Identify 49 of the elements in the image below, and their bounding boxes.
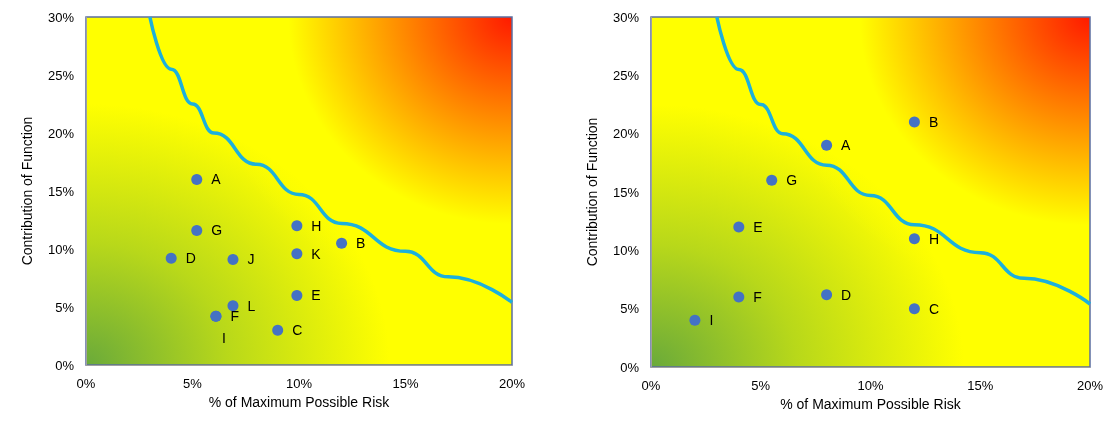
data-label: F xyxy=(753,289,762,305)
x-tick-label: 0% xyxy=(641,378,661,393)
x-tick-label: 15% xyxy=(392,376,419,391)
y-tick-label: 15% xyxy=(47,183,75,199)
y-tick-label: 30% xyxy=(612,9,640,25)
data-label: A xyxy=(841,137,852,154)
data-label: L xyxy=(247,297,256,314)
y-tick-label: 0% xyxy=(55,357,75,373)
y-tick-label: 25% xyxy=(612,67,640,83)
data-label: G xyxy=(786,172,798,189)
data-label: I xyxy=(221,329,226,346)
y-tick-label: 30% xyxy=(47,9,75,25)
data-label: E xyxy=(753,219,763,235)
y-tick-label: 10% xyxy=(47,241,75,257)
x-axis-title: % of Maximum Possible Risk xyxy=(780,396,962,412)
y-axis-title: Contribution of Function xyxy=(584,117,600,267)
data-label: I xyxy=(709,312,714,329)
y-tick-label: 20% xyxy=(47,125,75,141)
y-tick-label: 20% xyxy=(612,126,640,142)
data-label: F xyxy=(230,308,239,325)
data-label: G xyxy=(211,222,223,239)
data-label: A xyxy=(211,171,222,188)
data-label: H xyxy=(928,230,940,247)
data-label: B xyxy=(928,114,939,130)
x-tick-label: 15% xyxy=(967,378,994,393)
data-label: C xyxy=(292,322,303,339)
data-label: J xyxy=(247,251,255,268)
y-tick-label: 5% xyxy=(620,301,640,317)
x-tick-label: 10% xyxy=(857,378,884,393)
data-label: D xyxy=(185,250,196,267)
y-tick-label: 0% xyxy=(620,359,640,375)
x-tick-label: 5% xyxy=(751,378,771,393)
data-label: C xyxy=(928,300,940,317)
data-label: E xyxy=(311,287,321,304)
data-label: H xyxy=(311,217,322,234)
x-tick-label: 20% xyxy=(498,376,526,391)
x-tick-label: 20% xyxy=(1076,378,1104,393)
data-label: D xyxy=(841,286,852,303)
y-axis-title: Contribution of Function xyxy=(19,116,35,266)
y-tick-label: 5% xyxy=(55,299,75,315)
x-tick-label: 0% xyxy=(76,376,96,391)
x-tick-label: 5% xyxy=(183,376,203,391)
y-tick-label: 10% xyxy=(612,242,640,258)
y-tick-label: 25% xyxy=(47,67,75,83)
y-tick-label: 15% xyxy=(612,184,640,200)
data-label: K xyxy=(311,245,322,262)
x-tick-label: 10% xyxy=(285,376,313,391)
x-axis-title: % of Maximum Possible Risk xyxy=(208,394,391,410)
data-label: B xyxy=(356,235,366,252)
